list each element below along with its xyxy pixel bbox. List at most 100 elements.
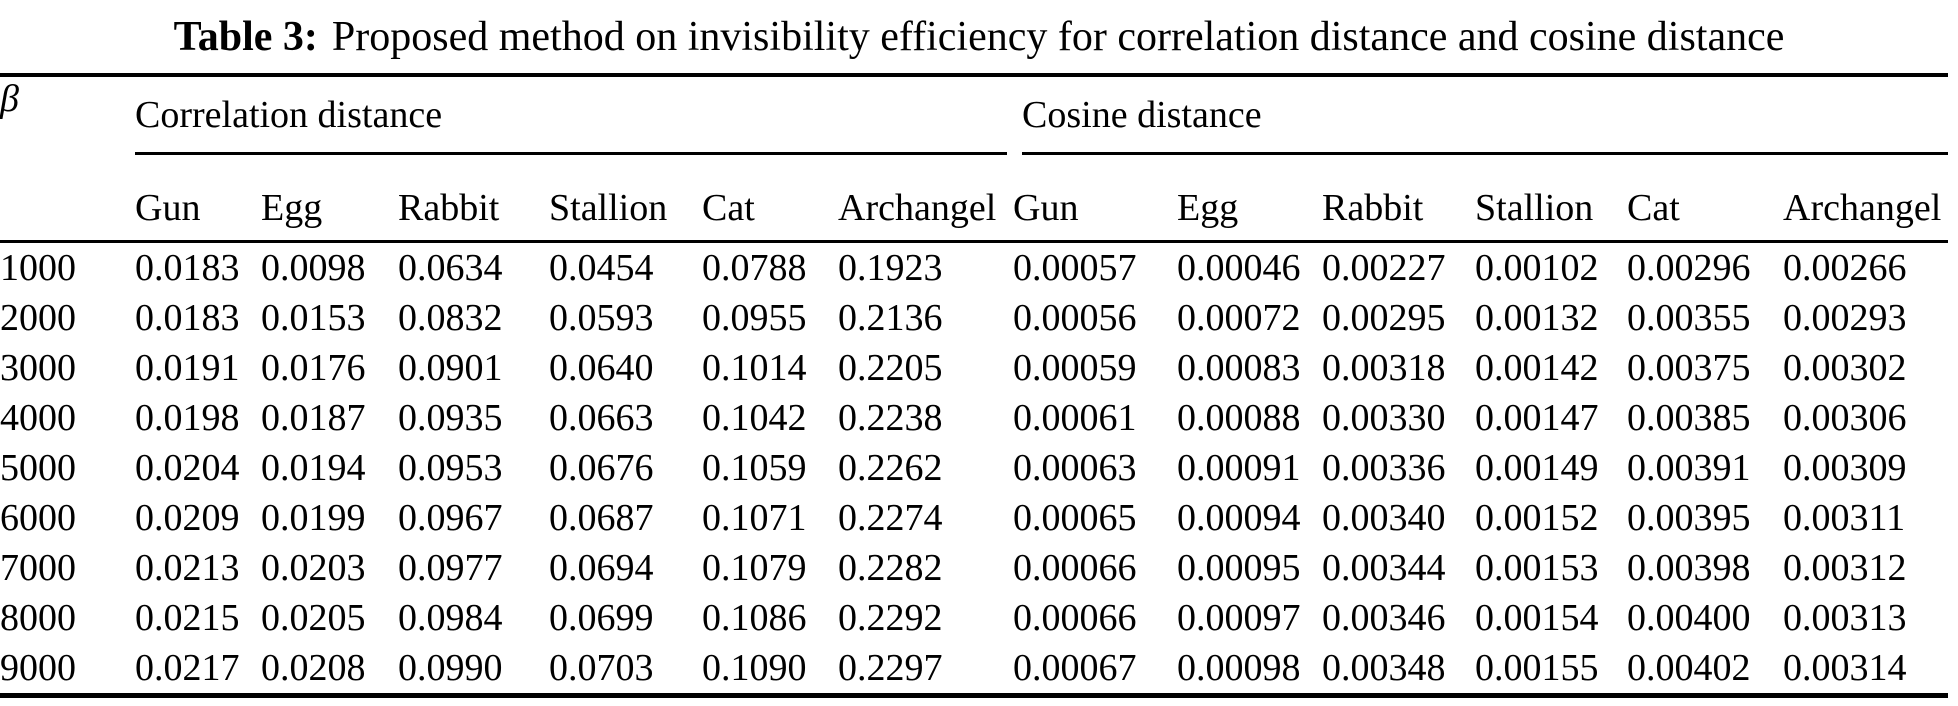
cell-correlation: 0.2282 — [838, 547, 943, 589]
cell-cosine: 0.00266 — [1783, 247, 1907, 289]
cell-cosine: 0.00318 — [1322, 347, 1446, 389]
table-row: 3000 0.0191 0.0176 0.0901 0.0640 0.1014 0.2205… — [0, 343, 1948, 393]
cell-cosine: 0.00065 — [1013, 497, 1137, 539]
cell-correlation: 0.0640 — [549, 347, 654, 389]
cell-cosine: 0.00091 — [1177, 447, 1301, 489]
cell-cosine: 0.00311 — [1783, 497, 1906, 539]
table-row: 2000 0.0183 0.0153 0.0832 0.0593 0.0955 0.2136… — [0, 293, 1948, 343]
cell-cosine: 0.00395 — [1627, 497, 1751, 539]
cell-cosine: 0.00154 — [1475, 597, 1599, 639]
cell-correlation: 0.0676 — [549, 447, 654, 489]
cell-cosine: 0.00149 — [1475, 447, 1599, 489]
cell-cosine: 0.00344 — [1322, 547, 1446, 589]
row-label-beta: 8000 — [0, 597, 76, 639]
cell-cosine: 0.00056 — [1013, 297, 1137, 339]
beta-symbol: β — [0, 78, 19, 120]
row-label-beta: 4000 — [0, 397, 76, 439]
cell-correlation: 0.1014 — [702, 347, 807, 389]
cell-correlation: 0.0687 — [549, 497, 654, 539]
cell-correlation: 0.0832 — [398, 297, 503, 339]
cell-cosine: 0.00066 — [1013, 547, 1137, 589]
cell-correlation: 0.1923 — [838, 247, 943, 289]
cell-correlation: 0.0191 — [135, 347, 240, 389]
cell-correlation: 0.0935 — [398, 397, 503, 439]
col-header-cos-gun: Gun — [1013, 155, 1178, 243]
group-cell-cosine: Cosine distance — [1013, 75, 1949, 155]
cell-cosine: 0.00398 — [1627, 547, 1751, 589]
cell-cosine: 0.00314 — [1783, 647, 1907, 689]
cell-cosine: 0.00059 — [1013, 347, 1137, 389]
col-header-cos-archangel: Archangel — [1783, 155, 1949, 243]
col-header-corr-archangel: Archangel — [838, 155, 1014, 243]
row-label-beta: 1000 — [0, 247, 76, 289]
cell-cosine: 0.00095 — [1177, 547, 1301, 589]
cell-cosine: 0.00153 — [1475, 547, 1599, 589]
cell-cosine: 0.00088 — [1177, 397, 1301, 439]
cell-correlation: 0.2262 — [838, 447, 943, 489]
cell-correlation: 0.0663 — [549, 397, 654, 439]
cell-cosine: 0.00063 — [1013, 447, 1137, 489]
col-header-corr-gun: Gun — [135, 155, 261, 243]
col-header-corr-stallion: Stallion — [549, 155, 702, 243]
cell-correlation: 0.0703 — [549, 647, 654, 689]
cell-correlation: 0.0199 — [261, 497, 366, 539]
cell-cosine: 0.00385 — [1627, 397, 1751, 439]
cell-cosine: 0.00313 — [1783, 597, 1907, 639]
group-header-row: β Correlation distance Cosine distance — [0, 75, 1949, 155]
table-row: 1000 0.0183 0.0098 0.0634 0.0454 0.0788 0.1923… — [0, 242, 1948, 294]
row-label-beta: 2000 — [0, 297, 76, 339]
cell-cosine: 0.00309 — [1783, 447, 1907, 489]
cell-correlation: 0.0990 — [398, 647, 503, 689]
cell-cosine: 0.00306 — [1783, 397, 1907, 439]
cell-correlation: 0.0198 — [135, 397, 240, 439]
cell-correlation: 0.0205 — [261, 597, 366, 639]
table-caption: Table 3: Proposed method on invisibility … — [0, 10, 1958, 64]
col-header-corr-rabbit: Rabbit — [398, 155, 549, 243]
cell-correlation: 0.0187 — [261, 397, 366, 439]
row-label-beta: 3000 — [0, 347, 76, 389]
cell-correlation: 0.0984 — [398, 597, 503, 639]
cell-cosine: 0.00375 — [1627, 347, 1751, 389]
cell-cosine: 0.00061 — [1013, 397, 1137, 439]
cell-correlation: 0.0955 — [702, 297, 807, 339]
cell-cosine: 0.00355 — [1627, 297, 1751, 339]
col-header-cos-stallion: Stallion — [1475, 155, 1628, 243]
cell-correlation: 0.0217 — [135, 647, 240, 689]
cell-correlation: 0.0208 — [261, 647, 366, 689]
cell-cosine: 0.00046 — [1177, 247, 1301, 289]
cell-cosine: 0.00102 — [1475, 247, 1599, 289]
cell-cosine: 0.00094 — [1177, 497, 1301, 539]
cell-correlation: 0.0967 — [398, 497, 503, 539]
cell-correlation: 0.0694 — [549, 547, 654, 589]
cell-cosine: 0.00072 — [1177, 297, 1301, 339]
cell-cosine: 0.00348 — [1322, 647, 1446, 689]
cell-cosine: 0.00330 — [1322, 397, 1446, 439]
table-caption-number: Table 3: — [173, 14, 318, 60]
col-header-cos-cat: Cat — [1627, 155, 1784, 243]
cell-correlation: 0.2292 — [838, 597, 943, 639]
subheader-empty-cell — [0, 155, 135, 243]
cell-correlation: 0.1086 — [702, 597, 807, 639]
cell-correlation: 0.0215 — [135, 597, 240, 639]
cell-cosine: 0.00312 — [1783, 547, 1907, 589]
cell-correlation: 0.0953 — [398, 447, 503, 489]
cell-correlation: 0.2205 — [838, 347, 943, 389]
row-label-beta: 7000 — [0, 547, 76, 589]
cell-correlation: 0.0213 — [135, 547, 240, 589]
cell-correlation: 0.0454 — [549, 247, 654, 289]
cell-cosine: 0.00067 — [1013, 647, 1137, 689]
cell-cosine: 0.00346 — [1322, 597, 1446, 639]
cell-correlation: 0.0977 — [398, 547, 503, 589]
table-row: 6000 0.0209 0.0199 0.0967 0.0687 0.1071 0.2274… — [0, 493, 1948, 543]
cell-correlation: 0.0183 — [135, 297, 240, 339]
results-table: β Correlation distance Cosine distance G… — [0, 73, 1949, 698]
table-row: 8000 0.0215 0.0205 0.0984 0.0699 0.1086 0.2292… — [0, 593, 1948, 643]
cell-cosine: 0.00142 — [1475, 347, 1599, 389]
cell-correlation: 0.0176 — [261, 347, 366, 389]
table-row: 5000 0.0204 0.0194 0.0953 0.0676 0.1059 0.2262… — [0, 443, 1948, 493]
cell-correlation: 0.0209 — [135, 497, 240, 539]
cell-cosine: 0.00391 — [1627, 447, 1751, 489]
cell-cosine: 0.00057 — [1013, 247, 1137, 289]
cell-correlation: 0.1059 — [702, 447, 807, 489]
table-body: 1000 0.0183 0.0098 0.0634 0.0454 0.0788 0.1923… — [0, 242, 1948, 696]
